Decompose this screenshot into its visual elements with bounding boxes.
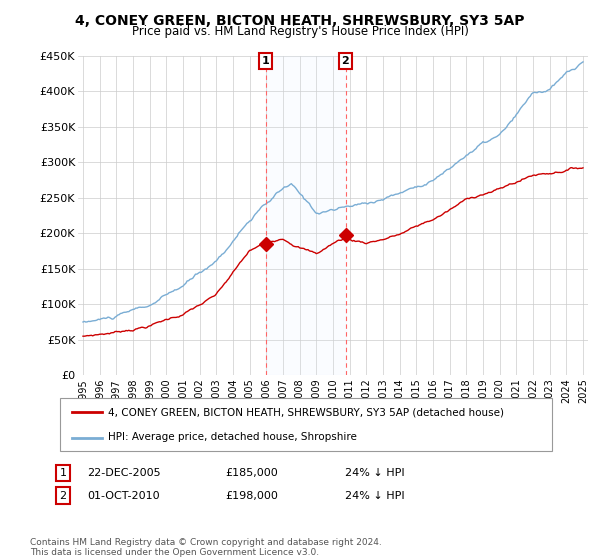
Text: Contains HM Land Registry data © Crown copyright and database right 2024.
This d: Contains HM Land Registry data © Crown c… xyxy=(30,538,382,557)
Text: 1: 1 xyxy=(262,56,270,66)
Text: £198,000: £198,000 xyxy=(225,491,278,501)
Text: 24% ↓ HPI: 24% ↓ HPI xyxy=(345,491,404,501)
Text: £185,000: £185,000 xyxy=(225,468,278,478)
Text: 2: 2 xyxy=(59,491,67,501)
Text: 24% ↓ HPI: 24% ↓ HPI xyxy=(345,468,404,478)
Text: 01-OCT-2010: 01-OCT-2010 xyxy=(87,491,160,501)
Text: 22-DEC-2005: 22-DEC-2005 xyxy=(87,468,161,478)
Text: HPI: Average price, detached house, Shropshire: HPI: Average price, detached house, Shro… xyxy=(108,432,357,442)
Text: Price paid vs. HM Land Registry's House Price Index (HPI): Price paid vs. HM Land Registry's House … xyxy=(131,25,469,38)
Text: 1: 1 xyxy=(59,468,67,478)
Text: 4, CONEY GREEN, BICTON HEATH, SHREWSBURY, SY3 5AP (detached house): 4, CONEY GREEN, BICTON HEATH, SHREWSBURY… xyxy=(108,408,504,418)
Text: 4, CONEY GREEN, BICTON HEATH, SHREWSBURY, SY3 5AP: 4, CONEY GREEN, BICTON HEATH, SHREWSBURY… xyxy=(75,14,525,28)
Text: 2: 2 xyxy=(341,56,349,66)
Bar xyxy=(266,56,346,375)
